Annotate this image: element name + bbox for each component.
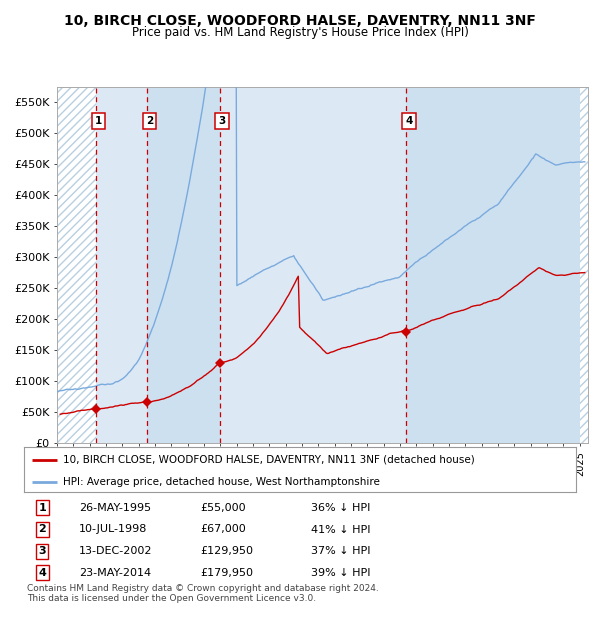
Text: 39% ↓ HPI: 39% ↓ HPI xyxy=(311,568,371,578)
Text: 10, BIRCH CLOSE, WOODFORD HALSE, DAVENTRY, NN11 3NF: 10, BIRCH CLOSE, WOODFORD HALSE, DAVENTR… xyxy=(64,14,536,28)
Text: £179,950: £179,950 xyxy=(200,568,254,578)
Text: 3: 3 xyxy=(218,116,226,126)
Text: 10, BIRCH CLOSE, WOODFORD HALSE, DAVENTRY, NN11 3NF (detached house): 10, BIRCH CLOSE, WOODFORD HALSE, DAVENTR… xyxy=(62,454,475,464)
Text: 2: 2 xyxy=(146,116,154,126)
Text: £67,000: £67,000 xyxy=(200,525,247,534)
Text: £129,950: £129,950 xyxy=(200,546,254,556)
Text: 26-MAY-1995: 26-MAY-1995 xyxy=(79,503,151,513)
Bar xyxy=(96,87,148,443)
Text: 4: 4 xyxy=(38,568,46,578)
Bar xyxy=(580,87,588,443)
Text: 4: 4 xyxy=(405,116,413,126)
Bar xyxy=(220,87,406,443)
Bar xyxy=(57,87,96,443)
Text: 13-DEC-2002: 13-DEC-2002 xyxy=(79,546,152,556)
Text: 1: 1 xyxy=(38,503,46,513)
Text: 10-JUL-1998: 10-JUL-1998 xyxy=(79,525,148,534)
Text: 41% ↓ HPI: 41% ↓ HPI xyxy=(311,525,371,534)
Text: 37% ↓ HPI: 37% ↓ HPI xyxy=(311,546,371,556)
Text: Price paid vs. HM Land Registry's House Price Index (HPI): Price paid vs. HM Land Registry's House … xyxy=(131,26,469,39)
Text: Contains HM Land Registry data © Crown copyright and database right 2024.
This d: Contains HM Land Registry data © Crown c… xyxy=(27,584,379,603)
Text: 3: 3 xyxy=(38,546,46,556)
Text: 23-MAY-2014: 23-MAY-2014 xyxy=(79,568,151,578)
Bar xyxy=(148,87,220,443)
Text: £55,000: £55,000 xyxy=(200,503,246,513)
Bar xyxy=(406,87,580,443)
Text: 2: 2 xyxy=(38,525,46,534)
Text: HPI: Average price, detached house, West Northamptonshire: HPI: Average price, detached house, West… xyxy=(62,477,380,487)
Text: 1: 1 xyxy=(95,116,102,126)
Text: 36% ↓ HPI: 36% ↓ HPI xyxy=(311,503,370,513)
